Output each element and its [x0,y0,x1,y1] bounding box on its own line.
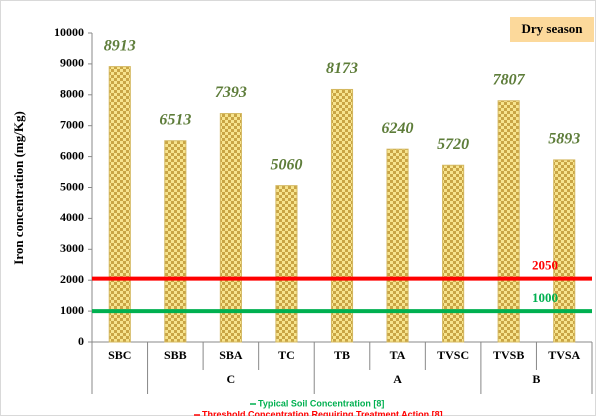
y-tick-label: 7000 [60,117,84,131]
x-tick-label: TC [278,348,295,362]
value-label: 5893 [548,131,580,148]
annotation: Dry season [521,21,583,36]
y-tick-label: 3000 [60,241,84,255]
bar [330,88,354,343]
x-tick-label: TVSA [548,348,580,362]
bar [108,66,131,343]
x-tick-label: TB [334,348,350,362]
y-tick-label: 2000 [60,272,84,286]
annotation-box [510,17,594,42]
group-label: C [227,372,236,386]
bar [275,185,298,343]
bar [497,100,520,343]
x-tick-label: SBB [164,348,187,362]
x-tick-label: TVSB [493,348,524,362]
x-tick-label: TA [390,348,406,362]
value-label: 7393 [215,84,247,101]
value-label: 5720 [437,136,469,153]
value-label: 8173 [326,60,358,77]
group-label: A [393,372,402,386]
y-tick-label: 10000 [54,25,84,39]
value-label: 8913 [104,37,136,54]
y-tick-label: 4000 [60,210,84,224]
bar [386,148,409,343]
bar [164,140,187,343]
value-label: 5060 [270,156,302,173]
y-tick-label: 8000 [60,87,84,101]
x-tick-label: TVSC [437,348,469,362]
y-tick-label: 6000 [60,148,84,162]
x-tick-label: SBA [219,348,243,362]
y-tick-label: 9000 [60,56,84,70]
legend-entry: Typical Soil Concentration [8] [258,398,384,408]
reference-value: 1000 [532,290,558,305]
y-axis-label: Iron concentration (mg/Kg) [11,111,26,265]
bar [553,159,576,343]
bar [219,113,242,343]
y-tick-label: 0 [78,334,84,348]
value-label: 7807 [493,71,526,88]
x-tick-label: SBC [108,348,131,362]
value-label: 6513 [159,111,191,128]
y-tick-label: 1000 [60,303,84,317]
group-label: B [532,372,540,386]
y-tick-label: 5000 [60,179,84,193]
value-label: 6240 [382,120,414,137]
bar [442,164,465,343]
reference-value: 2050 [532,258,558,273]
legend-entry: Threshold Concentration Requiring Treatm… [202,409,443,416]
